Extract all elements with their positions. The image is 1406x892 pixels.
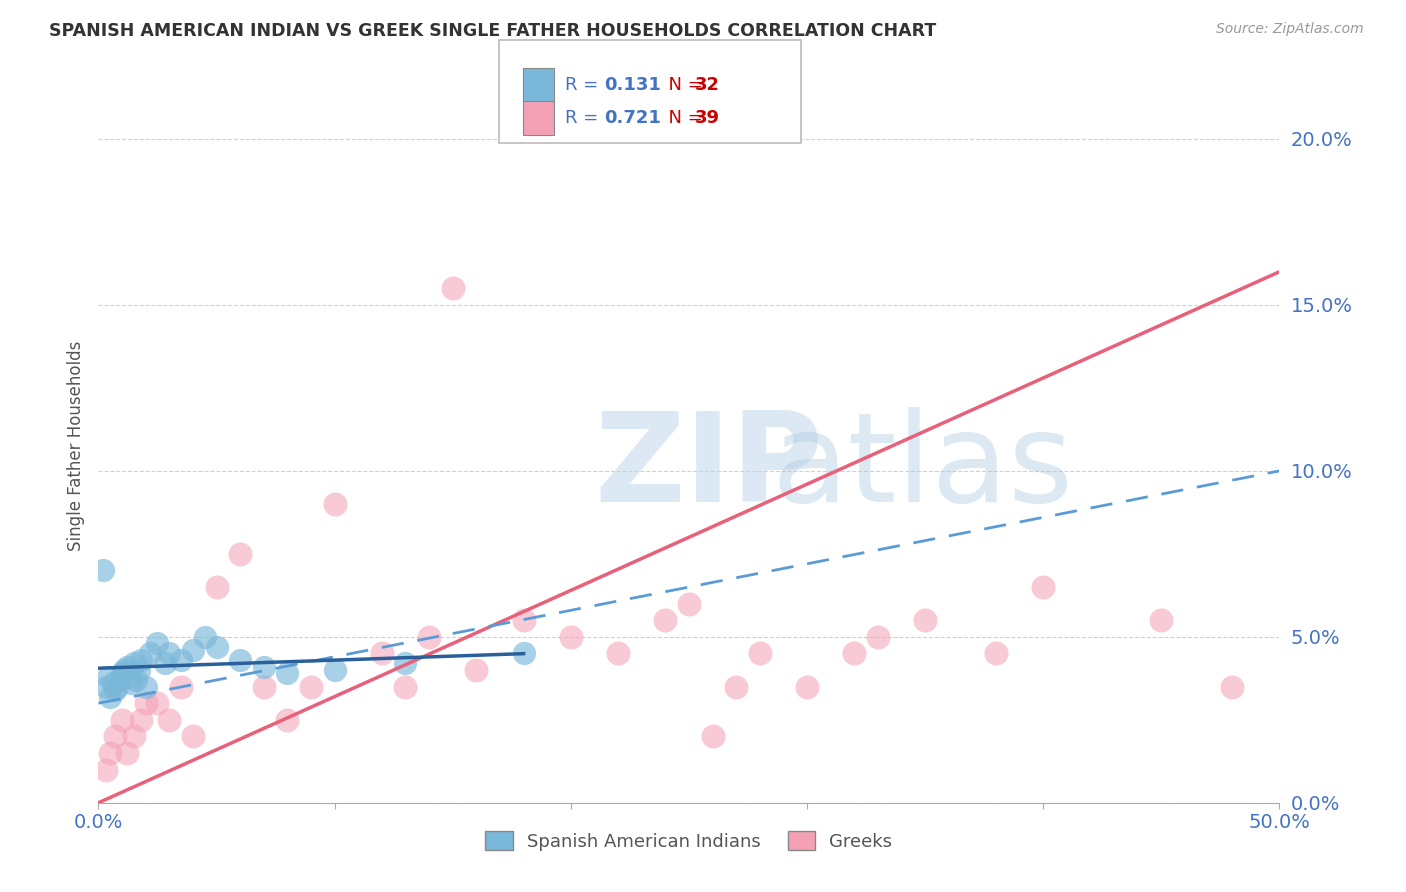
Point (205, 580, 228, 594)
Point (194, 630, 217, 644)
Point (229, 653, 252, 667)
Point (512, 647, 534, 661)
Text: R =: R = (565, 76, 605, 94)
Point (394, 657, 416, 671)
Point (796, 680, 818, 694)
Point (135, 680, 157, 694)
Point (111, 713, 134, 727)
Point (104, 730, 127, 744)
Point (253, 680, 276, 694)
Point (394, 680, 416, 694)
Point (135, 696, 157, 710)
Point (702, 730, 724, 744)
Point (122, 657, 145, 671)
Text: 0.721: 0.721 (605, 109, 661, 127)
Point (170, 653, 193, 667)
Point (1032, 580, 1054, 594)
Point (441, 281, 464, 295)
Point (157, 647, 180, 661)
Point (91, 564, 114, 578)
Point (97, 670, 120, 684)
Point (101, 676, 124, 690)
Text: 32: 32 (695, 76, 720, 94)
Point (115, 659, 138, 673)
Point (253, 659, 276, 673)
Point (866, 630, 889, 644)
Point (108, 673, 131, 687)
Point (560, 630, 582, 644)
Point (94, 680, 117, 694)
Point (111, 666, 134, 681)
Point (323, 497, 346, 511)
Point (105, 680, 128, 694)
Point (725, 680, 748, 694)
Point (299, 680, 322, 694)
Y-axis label: Single Father Households: Single Father Households (66, 341, 84, 551)
Point (139, 647, 162, 661)
Point (94, 763, 117, 777)
Text: Source: ZipAtlas.com: Source: ZipAtlas.com (1216, 22, 1364, 37)
Point (984, 647, 1007, 661)
Point (128, 663, 150, 677)
Text: SPANISH AMERICAN INDIAN VS GREEK SINGLE FATHER HOUSEHOLDS CORRELATION CHART: SPANISH AMERICAN INDIAN VS GREEK SINGLE … (49, 22, 936, 40)
Point (276, 713, 298, 727)
Point (607, 647, 630, 661)
Point (276, 666, 298, 681)
Point (229, 547, 252, 561)
Point (678, 597, 700, 611)
Point (512, 613, 534, 627)
Point (1150, 613, 1173, 627)
Point (122, 730, 145, 744)
Point (181, 730, 204, 744)
Point (205, 640, 228, 654)
Point (371, 647, 394, 661)
Text: R =: R = (565, 109, 605, 127)
Point (104, 682, 127, 697)
Point (157, 713, 180, 727)
Legend: Spanish American Indians, Greeks: Spanish American Indians, Greeks (478, 824, 900, 858)
Point (125, 673, 148, 687)
Point (121, 676, 143, 690)
Point (170, 680, 193, 694)
Point (129, 653, 152, 667)
Point (465, 663, 488, 677)
Text: atlas: atlas (772, 407, 1074, 528)
Point (146, 636, 169, 650)
Text: N =: N = (657, 109, 709, 127)
Point (118, 670, 141, 684)
Point (98, 746, 121, 760)
Point (112, 663, 135, 677)
Text: 0.131: 0.131 (605, 76, 661, 94)
Point (748, 647, 770, 661)
Text: 39: 39 (695, 109, 720, 127)
Point (323, 663, 346, 677)
Point (844, 647, 866, 661)
Point (181, 643, 204, 657)
Point (914, 613, 936, 627)
Text: N =: N = (657, 76, 709, 94)
Point (146, 696, 169, 710)
Point (153, 657, 176, 671)
Point (115, 746, 138, 760)
Point (1220, 680, 1243, 694)
Point (654, 613, 676, 627)
Point (129, 713, 152, 727)
Point (418, 630, 440, 644)
Point (98, 690, 121, 704)
Text: ZIP: ZIP (595, 407, 823, 528)
